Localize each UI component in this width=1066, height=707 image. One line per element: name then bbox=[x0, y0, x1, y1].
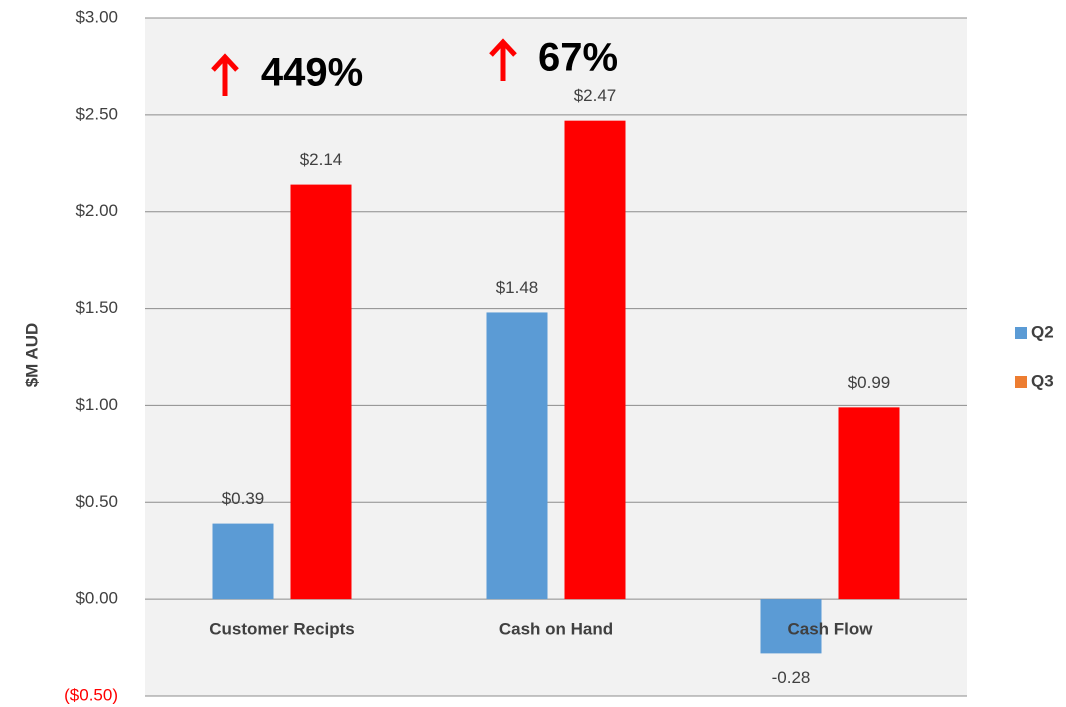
legend-label: Q2 bbox=[1031, 322, 1054, 341]
legend-label: Q3 bbox=[1031, 371, 1054, 390]
value-label: $0.39 bbox=[222, 489, 265, 508]
annotation-arrow bbox=[489, 38, 517, 81]
value-label: $1.48 bbox=[496, 278, 539, 297]
value-label: -0.28 bbox=[772, 668, 811, 687]
y-tick-label: $2.50 bbox=[75, 104, 118, 123]
plot-area bbox=[145, 18, 967, 696]
y-tick-label: $3.00 bbox=[75, 7, 118, 26]
legend-swatch bbox=[1015, 376, 1027, 388]
annotation: 449% bbox=[261, 51, 363, 95]
bar bbox=[838, 407, 900, 600]
x-tick-label: Cash Flow bbox=[787, 619, 873, 638]
y-tick-label: $1.00 bbox=[75, 395, 118, 414]
x-tick-label: Cash on Hand bbox=[499, 619, 613, 638]
bar bbox=[212, 523, 274, 600]
legend-swatch bbox=[1015, 327, 1027, 339]
y-tick-label: $0.50 bbox=[75, 492, 118, 511]
y-axis-label: $M AUD bbox=[22, 323, 41, 388]
value-label: $2.47 bbox=[574, 86, 617, 105]
value-label: $2.14 bbox=[300, 150, 343, 169]
bar bbox=[486, 312, 548, 600]
bar bbox=[760, 599, 822, 654]
y-tick-label: $0.00 bbox=[75, 589, 118, 608]
y-tick-label: ($0.50) bbox=[64, 685, 118, 704]
x-tick-label: Customer Recipts bbox=[209, 619, 354, 638]
y-tick-label: $1.50 bbox=[75, 298, 118, 317]
annotation-arrow bbox=[211, 53, 239, 96]
bar bbox=[290, 184, 352, 600]
value-label: $0.99 bbox=[848, 373, 891, 392]
annotation: 67% bbox=[538, 36, 618, 80]
y-tick-label: $2.00 bbox=[75, 201, 118, 220]
bar bbox=[564, 120, 626, 600]
